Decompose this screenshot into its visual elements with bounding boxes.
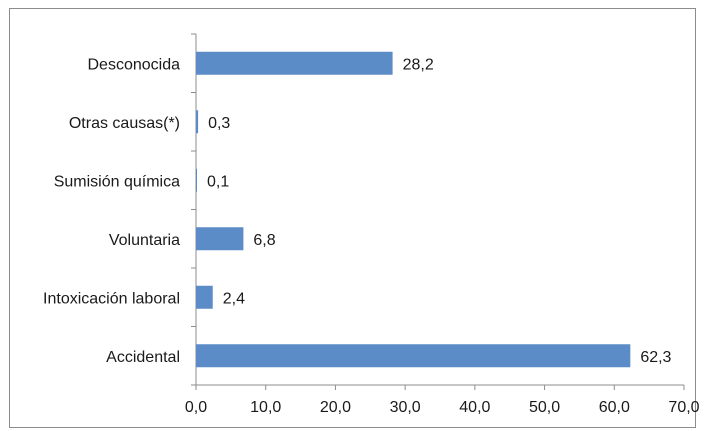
bar bbox=[196, 344, 631, 368]
x-tick-label: 50,0 bbox=[529, 399, 560, 416]
x-tick-label: 40,0 bbox=[459, 399, 490, 416]
category-label: Accidental bbox=[106, 349, 180, 366]
data-label: 2,4 bbox=[223, 290, 245, 307]
data-label: 0,1 bbox=[207, 173, 229, 190]
x-tick-label: 10,0 bbox=[250, 399, 281, 416]
x-tick-label: 30,0 bbox=[390, 399, 421, 416]
category-label: Desconocida bbox=[88, 56, 181, 73]
x-tick-label: 0,0 bbox=[185, 399, 207, 416]
data-label: 62,3 bbox=[640, 349, 671, 366]
data-label: 0,3 bbox=[208, 115, 230, 132]
data-label: 28,2 bbox=[403, 56, 434, 73]
bar bbox=[196, 110, 199, 134]
bar bbox=[196, 168, 197, 192]
bar bbox=[196, 285, 213, 309]
bar bbox=[196, 227, 244, 251]
category-label: Intoxicación laboral bbox=[43, 290, 180, 307]
x-tick-label: 20,0 bbox=[320, 399, 351, 416]
x-tick-label: 60,0 bbox=[599, 399, 630, 416]
category-label: Otras causas(*) bbox=[69, 115, 180, 132]
x-tick-label: 70,0 bbox=[668, 399, 699, 416]
category-label: Voluntaria bbox=[109, 232, 180, 249]
data-label: 6,8 bbox=[253, 232, 275, 249]
bar bbox=[196, 51, 393, 75]
category-label: Sumisión química bbox=[54, 173, 180, 190]
